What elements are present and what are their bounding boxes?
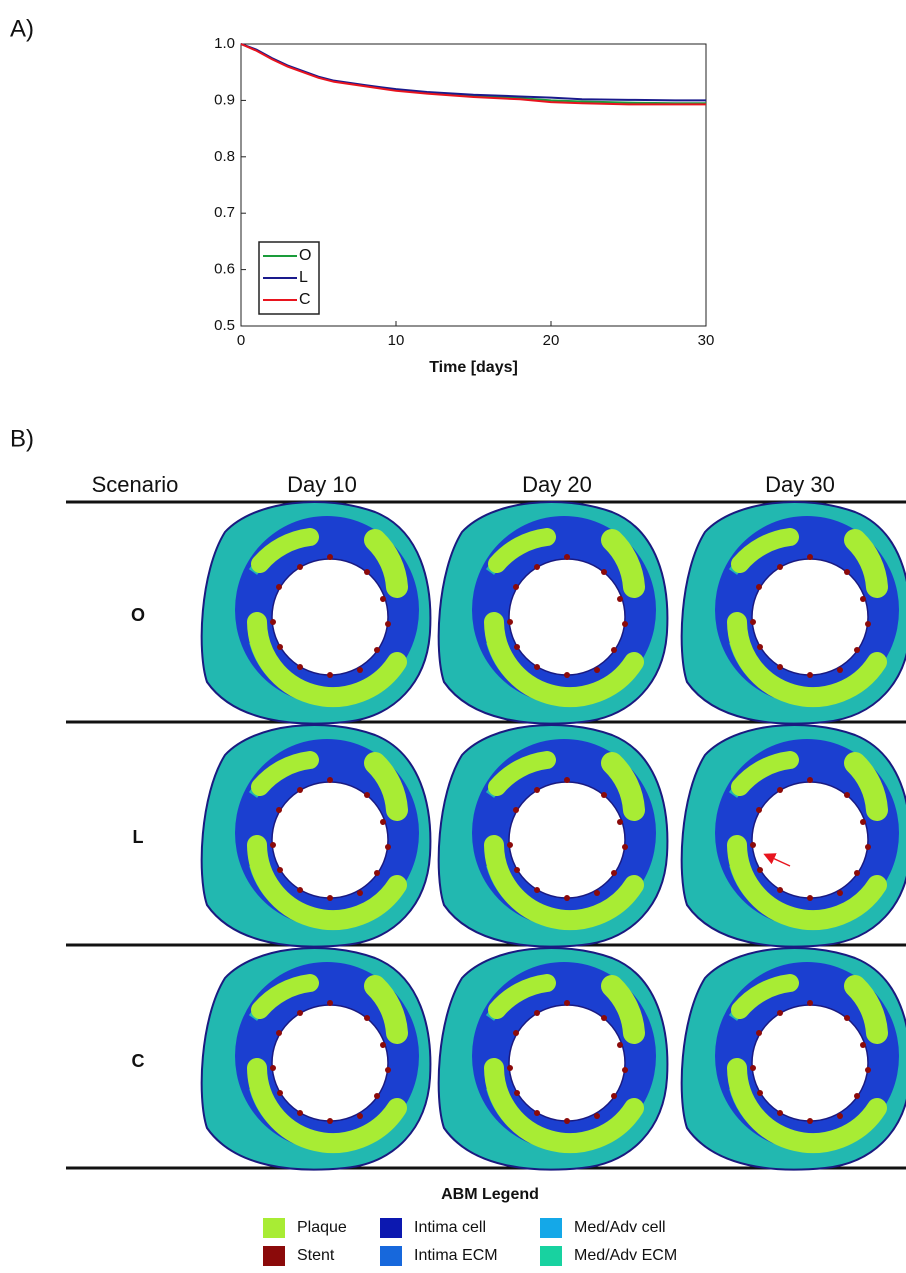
legend-swatch: [540, 1246, 562, 1266]
line-series: [240, 43, 706, 106]
legend-swatch: [540, 1218, 562, 1238]
legend-label: L: [299, 269, 308, 286]
legend-swatch: [380, 1246, 402, 1266]
column-header: Day 10: [287, 472, 357, 497]
legend-label: Med/Adv cell: [574, 1219, 666, 1236]
row-label: L: [133, 827, 144, 847]
column-header: Scenario: [92, 472, 179, 497]
x-axis-label: Time [days]: [429, 359, 518, 376]
row-label: O: [131, 605, 145, 625]
legend-label: Intima ECM: [414, 1247, 498, 1264]
legend-swatch: [263, 1218, 285, 1238]
y-tick-label: 1.0: [214, 35, 235, 52]
x-tick-label: 30: [698, 332, 715, 349]
x-tick-label: 10: [388, 332, 405, 349]
panel-label: B): [10, 425, 34, 452]
line-series: [240, 43, 706, 102]
y-tick-label: 0.7: [214, 204, 235, 221]
legend-title: ABM Legend: [441, 1186, 539, 1203]
annotation-arrow: [763, 853, 791, 867]
legend-swatch: [263, 1246, 285, 1266]
plot-frame: [240, 43, 707, 327]
y-tick-label: 0.9: [214, 91, 235, 108]
y-tick-label: 0.5: [214, 317, 235, 334]
y-tick-label: 0.8: [214, 148, 235, 165]
legend-swatch: [380, 1218, 402, 1238]
y-tick-label: 0.6: [214, 261, 235, 278]
legend-label: Plaque: [297, 1219, 347, 1236]
x-tick-label: 0: [237, 332, 245, 349]
row-label: C: [132, 1051, 145, 1071]
legend-label: C: [299, 291, 311, 308]
legend-label: O: [299, 247, 311, 264]
column-header: Day 20: [522, 472, 592, 497]
legend-label: Stent: [297, 1247, 335, 1264]
panel-label: A): [10, 15, 34, 42]
column-header: Day 30: [765, 472, 835, 497]
x-tick-label: 20: [543, 332, 560, 349]
artery-grid: [202, 502, 906, 1170]
legend-label: Med/Adv ECM: [574, 1247, 677, 1264]
legend-label: Intima cell: [414, 1219, 486, 1236]
